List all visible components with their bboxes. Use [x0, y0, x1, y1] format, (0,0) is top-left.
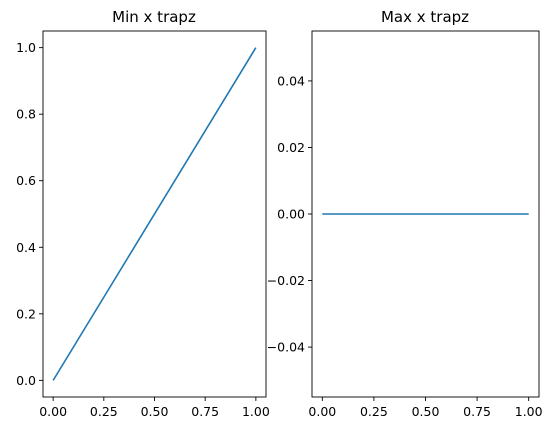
y-tick-label: 1.0: [16, 40, 36, 55]
y-tick-label: −0.02: [267, 273, 305, 288]
x-tick-label: 0.75: [463, 404, 491, 419]
y-tick-label: 0.6: [16, 173, 36, 188]
chart-title: Max x trapz: [381, 8, 469, 26]
y-tick-label: 0.2: [16, 306, 36, 321]
y-tick-label: 0.4: [16, 240, 36, 255]
x-tick-label: 0.25: [360, 404, 388, 419]
x-tick-label: 0.00: [39, 404, 67, 419]
chart-title: Min x trapz: [112, 8, 196, 26]
y-tick-label: 0.04: [277, 73, 305, 88]
x-tick-label: 0.50: [141, 404, 169, 419]
x-tick-label: 1.00: [242, 404, 270, 419]
y-tick-label: 0.02: [277, 140, 305, 155]
chart-min-x-trapz: Min x trapz 0.00 0.25 0.50 0.75 1.000.00.20.…: [16, 8, 270, 419]
series-line: [52, 47, 257, 381]
y-tick-label: 0.00: [277, 207, 305, 222]
x-tick-label: 0.75: [191, 404, 219, 419]
chart-max-x-trapz: Max x trapz 0.00 0.25 0.50 0.75 1.00 0.04 0.02…: [267, 8, 543, 419]
x-tick-label: 1.00: [515, 404, 543, 419]
y-tick-label: 0.0: [16, 373, 36, 388]
plot-area: 0.00 0.25 0.50 0.75 1.00 0.0 0.2 0.4 0.6 0.8 1.0: [16, 30, 270, 419]
x-tick-label: 0.50: [412, 404, 440, 419]
plot-area: 0.00 0.25 0.50 0.75 1.00 0.04 0.02 0.00 −0.02 −0.…: [267, 30, 543, 419]
y-tick-label: 0.8: [16, 107, 36, 122]
x-tick-label: 0.00: [308, 404, 336, 419]
x-tick-label: 0.25: [90, 404, 118, 419]
y-tick-label: −0.04: [267, 340, 305, 355]
